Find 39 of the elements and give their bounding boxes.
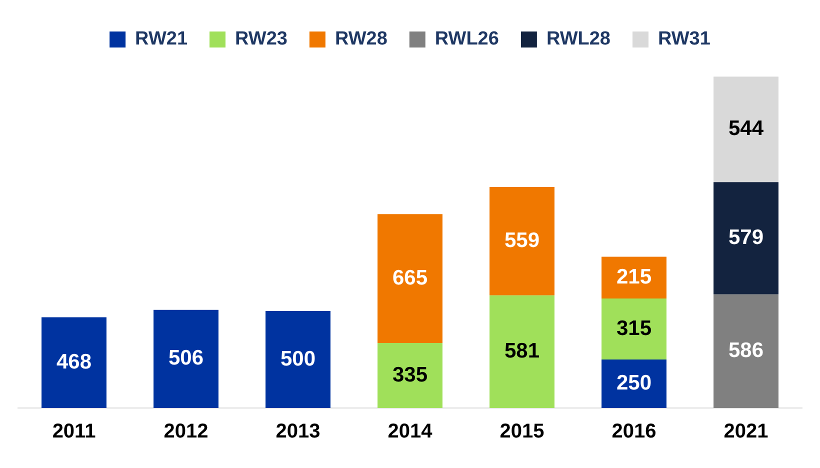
legend-label: RW28	[334, 28, 388, 50]
x-tick-label: 2014	[388, 420, 434, 443]
data-label: 506	[168, 346, 204, 370]
x-tick-label: 2013	[276, 420, 320, 443]
legend-label: RWL26	[434, 28, 499, 50]
legend-label: RWL28	[546, 28, 611, 50]
data-label: 586	[728, 338, 764, 362]
bar	[714, 182, 778, 294]
bar	[602, 360, 666, 408]
bar	[378, 214, 442, 344]
data-label: 581	[504, 339, 540, 362]
data-label: 250	[616, 372, 652, 395]
legend-label: RW23	[235, 28, 288, 50]
data-label: 500	[280, 347, 316, 370]
x-tick-label: 2012	[164, 420, 208, 443]
bar	[602, 256, 666, 298]
x-tick-label: 2021	[724, 420, 768, 443]
legend-label: RW31	[658, 28, 711, 50]
data-label: 315	[616, 316, 652, 340]
data-label: 579	[728, 226, 764, 250]
data-label: 544	[728, 117, 764, 140]
bar	[490, 186, 554, 296]
bar	[714, 76, 778, 182]
bar	[378, 343, 442, 408]
bar	[154, 310, 218, 408]
x-tick-label: 2016	[612, 420, 656, 443]
data-label: 468	[56, 350, 92, 374]
data-label: 665	[392, 266, 428, 290]
x-tick-label: 2011	[52, 420, 96, 443]
data-label: 335	[392, 363, 428, 386]
bar	[490, 295, 554, 408]
data-label: 559	[504, 228, 540, 252]
bar	[714, 294, 778, 408]
bar	[602, 298, 666, 360]
legend-label: RW21	[135, 28, 188, 50]
bar	[42, 317, 106, 408]
x-tick-label: 2015	[500, 420, 544, 443]
data-label: 215	[616, 265, 652, 288]
bar	[266, 311, 330, 408]
